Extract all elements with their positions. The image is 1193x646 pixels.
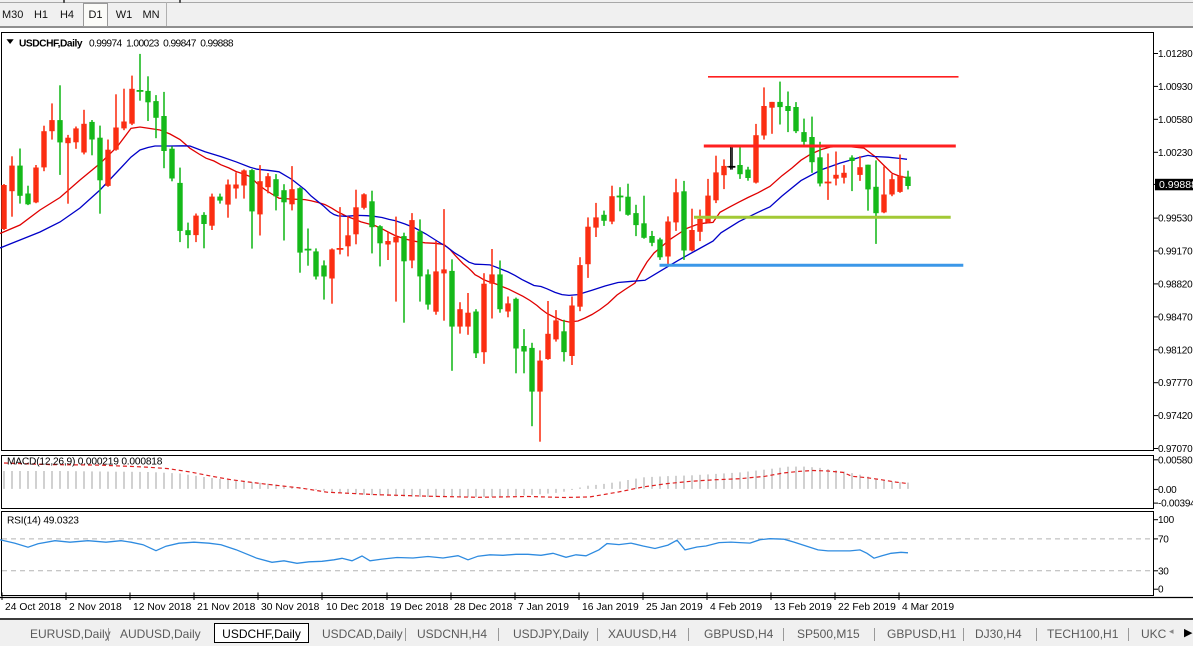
svg-text:0.97770: 0.97770	[1158, 378, 1193, 389]
svg-text:12 Nov 2018: 12 Nov 2018	[133, 602, 192, 613]
svg-text:0.98470: 0.98470	[1158, 312, 1193, 323]
svg-text:2 Nov 2018: 2 Nov 2018	[69, 602, 122, 613]
svg-text:0.98820: 0.98820	[1158, 279, 1193, 290]
svg-text:7 Jan 2019: 7 Jan 2019	[518, 602, 569, 613]
svg-text:0.99170: 0.99170	[1158, 247, 1193, 258]
svg-text:1.00930: 1.00930	[1158, 82, 1193, 93]
svg-text:1.00580: 1.00580	[1158, 115, 1193, 126]
svg-text:MACD(12,26,9) 0.000219 0.00081: MACD(12,26,9) 0.000219 0.000818	[7, 457, 163, 468]
svg-text:-0.00394: -0.00394	[1158, 499, 1193, 510]
svg-text:24 Oct 2018: 24 Oct 2018	[5, 602, 61, 613]
svg-text:21 Nov 2018: 21 Nov 2018	[197, 602, 256, 613]
svg-text:25 Jan 2019: 25 Jan 2019	[646, 602, 703, 613]
svg-text:4 Mar 2019: 4 Mar 2019	[902, 602, 954, 613]
svg-text:0.97420: 0.97420	[1158, 411, 1193, 422]
svg-text:USDCHF,Daily: USDCHF,Daily	[19, 39, 83, 50]
svg-text:0.97070: 0.97070	[1158, 444, 1193, 455]
svg-text:100: 100	[1158, 515, 1175, 526]
svg-text:30: 30	[1158, 566, 1169, 577]
svg-text:16 Jan 2019: 16 Jan 2019	[582, 602, 639, 613]
svg-text:13 Feb 2019: 13 Feb 2019	[774, 602, 832, 613]
svg-text:22 Feb 2019: 22 Feb 2019	[838, 602, 896, 613]
svg-text:RSI(14) 49.0323: RSI(14) 49.0323	[7, 516, 79, 527]
svg-text:0.98120: 0.98120	[1158, 345, 1193, 356]
svg-text:30 Nov 2018: 30 Nov 2018	[261, 602, 320, 613]
svg-text:70: 70	[1158, 534, 1169, 545]
svg-text:1.01280: 1.01280	[1158, 49, 1193, 60]
svg-text:0.99888: 0.99888	[1159, 179, 1193, 191]
svg-text:4 Feb 2019: 4 Feb 2019	[710, 602, 762, 613]
svg-text:19 Dec 2018: 19 Dec 2018	[390, 602, 449, 613]
svg-text:1.00230: 1.00230	[1158, 148, 1193, 159]
svg-text:0.00: 0.00	[1158, 485, 1177, 496]
svg-text:0.99974 1.00023 0.99847 0.9: 0.99974 1.00023 0.99847 0.99888	[89, 39, 234, 50]
svg-text:0: 0	[1158, 585, 1164, 596]
svg-text:0.99530: 0.99530	[1158, 214, 1193, 225]
svg-text:28 Dec 2018: 28 Dec 2018	[454, 602, 513, 613]
svg-text:0.005802: 0.005802	[1158, 455, 1193, 466]
svg-text:10 Dec 2018: 10 Dec 2018	[326, 602, 385, 613]
